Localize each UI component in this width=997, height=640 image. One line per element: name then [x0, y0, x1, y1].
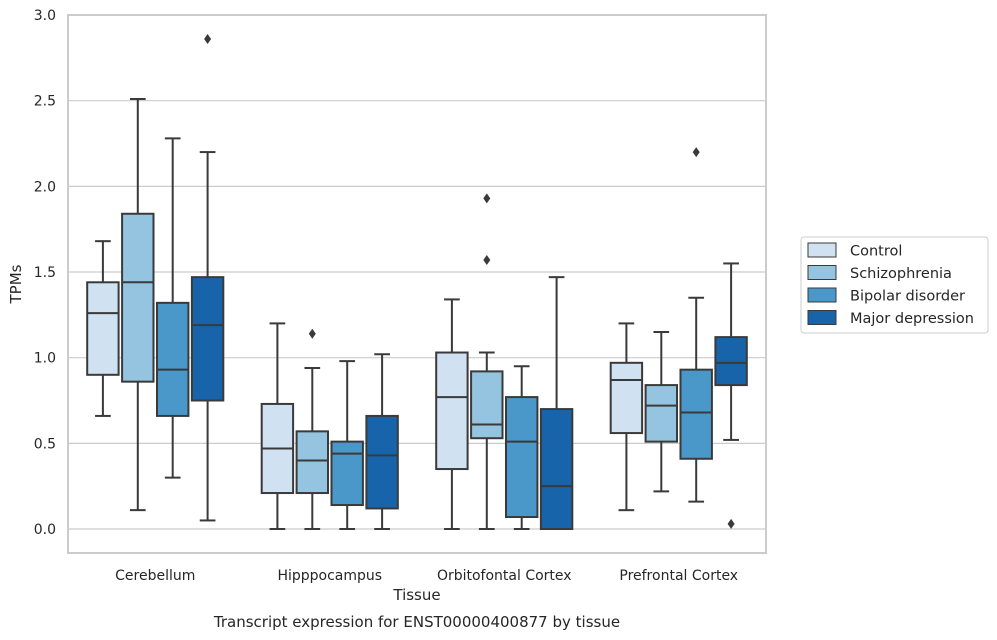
legend-swatch [807, 265, 837, 280]
x-tick-label: Hipppocampus [277, 568, 382, 584]
box-iqr [121, 212, 155, 383]
legend-swatch [807, 287, 837, 303]
box-iqr [330, 440, 364, 507]
outlier-point [483, 193, 491, 204]
box-iqr [470, 370, 504, 440]
legend-frame [800, 236, 989, 334]
box-iqr [609, 361, 644, 435]
x-tick-label: Prefrontal Cortex [619, 568, 738, 584]
x-tick-label: Orbitofontal Cortex [437, 568, 572, 584]
x-axis-ticks: Cerebellum Hipppocampus Orbitofontal Corte… [115, 568, 738, 584]
y-axis-label: TPMs [7, 264, 25, 304]
legend-label: Schizophrenia [850, 266, 952, 282]
y-axis-ticks: 0.0 0.5 1.0 1.5 2.0 2.5 3.0 [34, 8, 56, 538]
box-iqr [365, 414, 399, 510]
legend-label: Major depression [850, 311, 974, 327]
legend: Control Schizophrenia Bipolar disorder Majo… [800, 236, 989, 334]
chart-caption: Transcript expression for ENST0000040087… [213, 613, 620, 631]
box-iqr [190, 276, 225, 402]
outlier-point [204, 33, 212, 44]
legend-label: Control [850, 244, 902, 260]
y-tick-label: 2.5 [34, 94, 56, 110]
outlier-point [692, 147, 700, 158]
box-iqr [435, 351, 469, 471]
box-iqr [679, 368, 713, 460]
y-tick-label: 2.0 [34, 179, 56, 195]
box-plot-series [86, 33, 748, 531]
legend-swatch [807, 310, 837, 325]
box-iqr [155, 301, 190, 417]
y-tick-label: 1.0 [34, 351, 56, 367]
x-axis-label: Tissue [392, 586, 440, 604]
y-tick-label: 1.5 [34, 265, 56, 281]
box-iqr [539, 408, 574, 531]
legend-label: Bipolar disorder [850, 289, 965, 305]
box-iqr [714, 336, 748, 387]
box-iqr [295, 430, 330, 495]
y-tick-label: 3.0 [34, 8, 56, 24]
box-iqr [644, 384, 679, 443]
legend-swatch [807, 242, 837, 258]
outlier-point [308, 328, 316, 339]
y-tick-label: 0.0 [34, 522, 56, 538]
plot-frame [67, 14, 767, 554]
x-tick-label: Cerebellum [115, 568, 195, 584]
box-iqr [86, 281, 120, 376]
y-tick-label: 0.5 [34, 436, 56, 452]
box-iqr [504, 396, 539, 519]
outlier-point [483, 255, 491, 266]
outlier-point [727, 518, 735, 529]
